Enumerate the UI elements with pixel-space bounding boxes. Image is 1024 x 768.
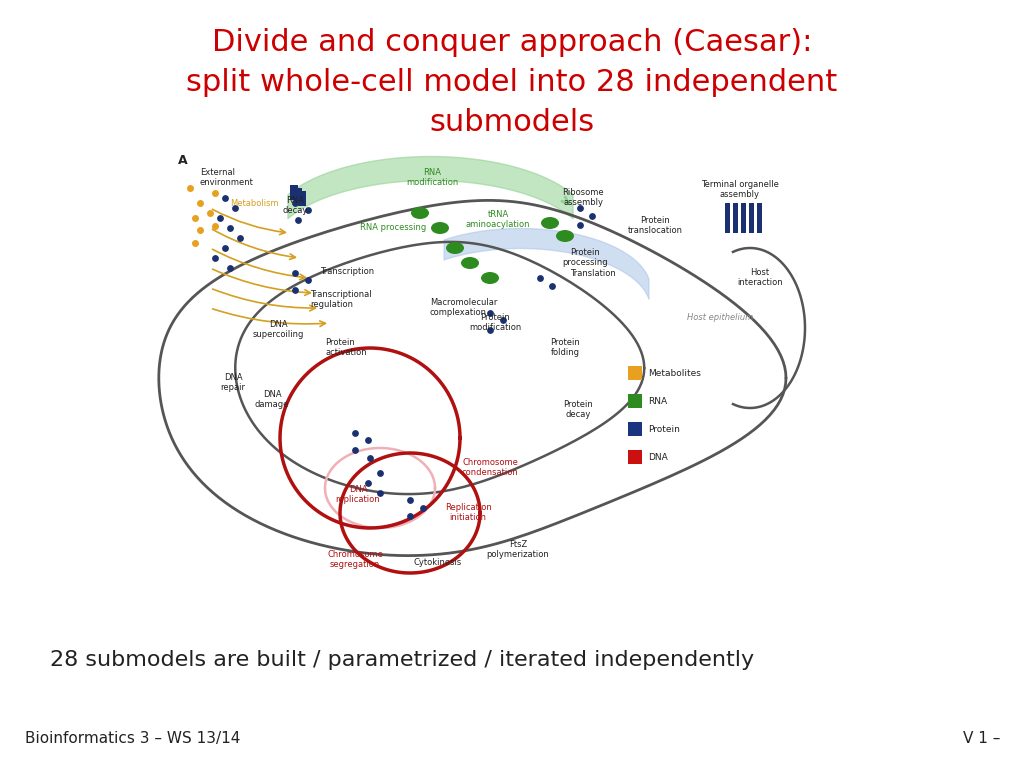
Point	[287, 266, 303, 279]
Bar	[741, 203, 746, 233]
Point	[222, 222, 239, 234]
Text: Metabolites: Metabolites	[648, 369, 700, 378]
Text: Protein: Protein	[648, 425, 680, 433]
Point	[207, 187, 223, 199]
Text: Metabolism: Metabolism	[230, 198, 279, 207]
Point	[361, 452, 378, 464]
Point	[372, 467, 388, 479]
Ellipse shape	[461, 257, 479, 269]
Bar	[733, 203, 738, 233]
Point	[571, 219, 588, 231]
Ellipse shape	[431, 222, 449, 234]
Point	[347, 427, 364, 439]
Bar	[757, 203, 762, 233]
Point	[359, 477, 376, 489]
Text: Bioinformatics 3 – WS 13/14: Bioinformatics 3 – WS 13/14	[25, 731, 241, 746]
Point	[544, 280, 560, 292]
Point	[191, 223, 208, 236]
Text: Chromosome
segregation: Chromosome segregation	[327, 550, 383, 569]
Text: RNA processing: RNA processing	[360, 223, 426, 233]
Point	[290, 214, 306, 226]
Text: DNA
replication: DNA replication	[336, 485, 380, 505]
Point	[401, 510, 418, 522]
Ellipse shape	[541, 217, 559, 229]
Text: DNA
damage: DNA damage	[255, 390, 289, 409]
Point	[207, 220, 223, 232]
Point	[182, 182, 199, 194]
Text: DNA: DNA	[648, 452, 668, 462]
Point	[531, 272, 548, 284]
Point	[226, 202, 243, 214]
Point	[482, 324, 499, 336]
Text: Transcriptional
regulation: Transcriptional regulation	[310, 290, 372, 310]
Ellipse shape	[411, 207, 429, 219]
Point	[217, 242, 233, 254]
Text: submodels: submodels	[429, 108, 595, 137]
Text: Protein
folding: Protein folding	[550, 338, 580, 357]
Text: Ribosome
assembly: Ribosome assembly	[562, 188, 604, 207]
Point	[217, 192, 233, 204]
Point	[347, 444, 364, 456]
Text: RNA
decay: RNA decay	[283, 196, 307, 215]
Bar	[628, 422, 642, 436]
Text: Divide and conquer approach (Caesar):: Divide and conquer approach (Caesar):	[212, 28, 812, 57]
Text: DNA
supercoiling: DNA supercoiling	[252, 320, 304, 339]
Bar	[725, 203, 730, 233]
Point	[300, 274, 316, 286]
Point	[584, 210, 600, 222]
Point	[571, 202, 588, 214]
Text: split whole-cell model into 28 independent: split whole-cell model into 28 independe…	[186, 68, 838, 97]
Point	[482, 307, 499, 319]
Bar	[749, 203, 754, 233]
Point	[202, 207, 218, 219]
Text: 28 submodels are built / parametrized / iterated independently: 28 submodels are built / parametrized / …	[50, 650, 754, 670]
Text: Transcription: Transcription	[319, 266, 374, 276]
Text: Protein
translocation: Protein translocation	[628, 216, 683, 236]
Point	[212, 212, 228, 224]
Text: Protein
processing: Protein processing	[562, 248, 608, 267]
Bar	[298, 191, 306, 206]
Point	[359, 434, 376, 446]
Text: External
environment: External environment	[200, 168, 254, 187]
Text: DNA
repair: DNA repair	[220, 373, 246, 392]
Point	[495, 314, 511, 326]
Text: A: A	[178, 154, 187, 167]
Ellipse shape	[481, 272, 499, 284]
Point	[401, 494, 418, 506]
Text: Protein
activation: Protein activation	[325, 338, 367, 357]
Bar	[628, 394, 642, 408]
Point	[186, 237, 203, 249]
Text: Host
interaction: Host interaction	[737, 268, 782, 287]
Point	[300, 204, 316, 216]
Text: Cytokinesis: Cytokinesis	[414, 558, 462, 567]
Text: Host epithelium: Host epithelium	[687, 313, 753, 322]
Text: Protein
decay: Protein decay	[563, 400, 593, 419]
Bar	[628, 450, 642, 464]
Point	[191, 197, 208, 209]
Bar	[628, 366, 642, 380]
Text: Translation: Translation	[570, 269, 615, 277]
Point	[231, 232, 248, 244]
Point	[372, 487, 388, 499]
Text: Terminal organelle
assembly: Terminal organelle assembly	[701, 180, 779, 200]
Text: RNA
modification: RNA modification	[406, 168, 458, 187]
Bar	[290, 185, 298, 200]
Bar	[294, 188, 302, 203]
Ellipse shape	[556, 230, 574, 242]
Point	[415, 502, 431, 514]
Ellipse shape	[446, 242, 464, 254]
Point	[222, 262, 239, 274]
Point	[287, 284, 303, 296]
Text: V 1 –: V 1 –	[963, 731, 1000, 746]
Point	[186, 212, 203, 224]
Text: FtsZ
polymerization: FtsZ polymerization	[486, 540, 549, 559]
Text: Chromosome
condensation: Chromosome condensation	[462, 458, 518, 478]
Text: Protein
modification: Protein modification	[469, 313, 521, 333]
Text: RNA: RNA	[648, 396, 667, 406]
Point	[287, 197, 303, 209]
Text: Macromolecular
complexation: Macromolecular complexation	[430, 298, 498, 317]
Text: Replication
initiation: Replication initiation	[444, 503, 492, 522]
Text: tRNA
aminoacylation: tRNA aminoacylation	[466, 210, 530, 230]
Point	[207, 252, 223, 264]
